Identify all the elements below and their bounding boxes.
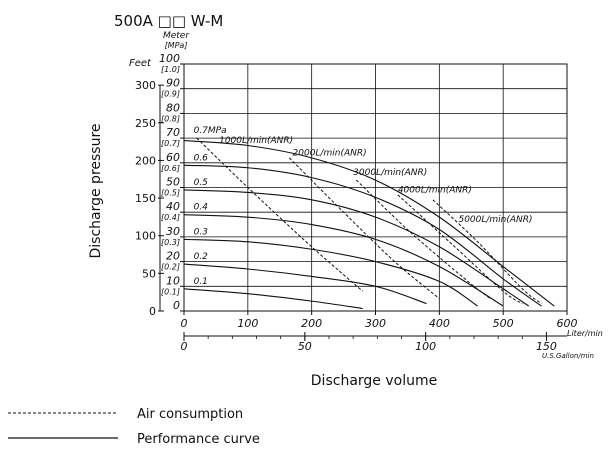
gallon-tick-label: 50: [298, 340, 312, 353]
axes-layer: 0 100 200 300 400 500 600010[0.1]20[0.2]30[0.3…: [135, 52, 578, 353]
x-tick-label: 600: [557, 317, 578, 330]
x-tick-label: 400: [429, 317, 450, 330]
air-consumption-label: 2000L/min(ANR): [293, 148, 367, 158]
performance-curve-label: 0.1: [194, 277, 208, 287]
y-tick-label-feet: 150: [135, 192, 156, 205]
y-tick-label-mpa: [0.8]: [161, 114, 180, 123]
x-tick-label: 0: [181, 317, 188, 330]
air-consumption-label: 4000L/min(ANR): [398, 185, 472, 195]
y-label-meter: Meter: [163, 31, 190, 41]
x-tick-label: 100: [237, 317, 258, 330]
performance-curve-label: 0.5: [194, 178, 209, 188]
gallon-tick-label: 150: [536, 340, 557, 353]
y-tick-label-meter: 50: [166, 176, 180, 189]
air-consumption-curve: [397, 194, 523, 305]
performance-curve-label: 0.7MPa: [194, 126, 227, 136]
x-unit-secondary: U.S.Gallon/min: [542, 352, 594, 360]
performance-curve: [183, 263, 427, 305]
y-tick-label-meter: 100: [159, 52, 180, 65]
air-consumption-curve: [196, 137, 364, 292]
air-consumption-label: 1000L/min(ANR): [219, 136, 293, 146]
y-label-feet: Feet: [129, 58, 152, 69]
y-tick-label-mpa: [1.0]: [161, 65, 180, 74]
x-tick-label: 200: [301, 317, 322, 330]
gallon-tick-label: 0: [181, 340, 188, 353]
air-consumption-curve: [356, 179, 491, 300]
y-label-mpa: [MPa]: [165, 41, 188, 50]
y-tick-label-mpa: [0.7]: [161, 139, 180, 148]
performance-curve-label: 0.3: [194, 227, 209, 237]
performance-curve: [183, 238, 478, 307]
performance-curve: [183, 214, 504, 307]
air-consumption-curve: [432, 199, 542, 304]
y-tick-label-feet: 200: [135, 154, 156, 167]
y-tick-label-meter: 0: [173, 299, 180, 312]
legend-performance-label: Performance curve: [137, 432, 260, 447]
y-tick-label-mpa: [0.4]: [161, 213, 180, 222]
y-tick-label-feet: 0: [149, 305, 156, 318]
y-tick-label-mpa: [0.9]: [161, 90, 180, 99]
chart-title: 500A □□ W-M: [114, 12, 223, 30]
legend-air-label: Air consumption: [137, 407, 243, 422]
performance-curve-label: 0.2: [194, 252, 209, 262]
x-axis-title: Discharge volume: [311, 373, 437, 389]
air-consumption-curve: [288, 157, 440, 300]
air-consumption-label: 3000L/min(ANR): [353, 168, 427, 178]
y-tick-label-mpa: [0.6]: [161, 164, 180, 173]
performance-curve-label: 0.6: [194, 153, 209, 163]
y-tick-label-mpa: [0.1]: [161, 287, 180, 296]
y-axis-title: Discharge pressure: [88, 123, 104, 258]
y-tick-label-feet: 300: [135, 79, 156, 92]
y-tick-label-meter: 10: [166, 274, 180, 287]
performance-curve-label: 0.4: [194, 203, 209, 213]
performance-curve: [183, 189, 530, 307]
y-tick-label-meter: 70: [166, 126, 180, 139]
y-tick-label-meter: 80: [166, 101, 180, 114]
y-tick-label-mpa: [0.5]: [161, 189, 180, 198]
performance-curve: [183, 288, 363, 310]
legend: Air consumption Performance curve: [8, 407, 260, 447]
x-unit-primary: Liter/min: [567, 329, 603, 338]
x-tick-label: 500: [493, 317, 514, 330]
y-tick-label-meter: 90: [166, 77, 180, 90]
y-tick-label-meter: 40: [166, 200, 180, 213]
grid-layer: [183, 63, 568, 312]
y-tick-label-meter: 20: [166, 250, 180, 263]
gallon-tick-label: 100: [415, 340, 436, 353]
y-tick-label-feet: 100: [135, 230, 156, 243]
air-consumption-label: 5000L/min(ANR): [458, 215, 532, 225]
x-tick-label: 300: [365, 317, 386, 330]
y-tick-label-feet: 50: [142, 267, 156, 280]
performance-curve: [183, 164, 542, 307]
y-tick-label-meter: 60: [166, 151, 180, 164]
y-tick-label-mpa: [0.2]: [161, 263, 180, 272]
y-tick-label-mpa: [0.3]: [161, 238, 180, 247]
performance-curve: [183, 140, 555, 307]
y-tick-label-meter: 30: [166, 225, 180, 238]
curves-layer: 0.1 0.2 0.3 0.4 0.5 0.6 0.7MPa1000L/min(ANR)20…: [183, 126, 555, 310]
y-tick-label-feet: 250: [135, 117, 156, 130]
